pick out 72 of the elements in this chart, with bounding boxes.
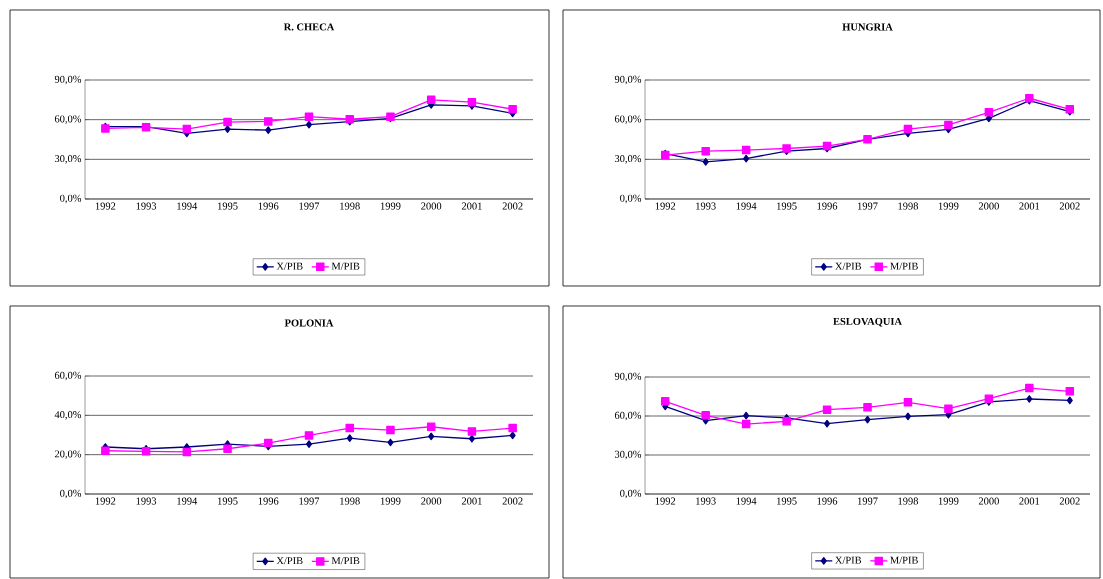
x-tick-label: 1996 [817,202,838,210]
x-tick-label: 1993 [696,497,716,505]
y-tick-label: 0,0% [620,194,642,204]
x-tick-label: 1993 [136,202,157,210]
x-tick-label: 1996 [258,202,279,210]
x-tick-label: 2000 [421,202,442,210]
x-tick-label: 2001 [1019,497,1040,505]
x-tick-label: 2001 [461,497,482,505]
y-tick-label: 30,0% [614,450,642,460]
legend-label: X/PIB [276,262,303,270]
y-tick-label: 90,0% [54,75,82,85]
x-tick-label: 1995 [777,497,797,505]
x-tick-label: 1993 [136,497,157,505]
chart-title: POLONIA [284,319,334,327]
x-tick-label: 1999 [938,497,959,505]
x-tick-label: 1992 [655,497,676,505]
x-tick-label: 1995 [218,497,238,505]
x-tick-label: 1994 [177,497,198,505]
x-tick-label: 1994 [177,202,198,210]
legend-label: M/PIB [331,557,360,565]
legend-label: M/PIB [890,556,918,564]
x-tick-label: 1992 [655,202,676,210]
legend-label: X/PIB [835,556,862,564]
legend-label: X/PIB [276,557,303,565]
x-tick-label: 1998 [898,202,919,210]
y-tick-label: 60,0% [54,371,82,381]
y-tick-label: 90,0% [614,372,642,382]
x-tick-label: 1993 [696,202,716,210]
y-tick-label: 90,0% [614,75,642,85]
x-tick-label: 2000 [978,497,999,505]
x-tick-label: 1997 [299,202,320,210]
x-tick-label: 1997 [857,497,878,505]
x-tick-label: 1999 [938,202,959,210]
x-tick-label: 1999 [380,202,401,210]
legend-label: M/PIB [331,262,360,270]
x-tick-label: 1998 [340,497,360,505]
x-tick-label: 2002 [1059,202,1080,210]
chart-title: R. CHECA [283,23,335,31]
x-tick-label: 1997 [299,497,320,505]
x-tick-label: 1997 [857,202,878,210]
y-tick-label: 0,0% [60,194,82,204]
y-tick-label: 0,0% [60,489,82,499]
y-tick-label: 30,0% [54,155,82,164]
x-tick-label: 1998 [898,497,919,505]
legend-label: M/PIB [890,262,918,270]
chart-title: ESLOVAQUIA [833,317,902,327]
y-tick-label: 0,0% [620,489,642,499]
x-tick-label: 2001 [461,202,482,210]
y-tick-label: 40,0% [54,411,82,420]
x-tick-label: 1995 [218,202,238,210]
x-tick-label: 2002 [502,497,523,505]
y-tick-label: 60,0% [54,115,82,124]
x-tick-label: 2000 [421,497,442,505]
chart-title: HUNGRIA [842,23,893,31]
x-tick-label: 1992 [95,202,116,210]
x-tick-label: 2000 [978,202,999,210]
x-tick-label: 1999 [380,497,401,505]
x-tick-label: 1995 [777,202,797,210]
y-tick-label: 30,0% [614,155,642,164]
x-tick-label: 1994 [736,202,757,210]
legend-label: X/PIB [835,262,862,270]
x-tick-label: 1996 [258,497,279,505]
x-tick-label: 2002 [1059,497,1080,505]
x-tick-label: 2002 [502,202,523,210]
y-tick-label: 60,0% [614,115,642,124]
x-tick-label: 1992 [95,497,116,505]
x-tick-label: 1996 [817,497,838,505]
x-tick-label: 2001 [1019,202,1040,210]
y-tick-label: 60,0% [614,411,642,421]
x-tick-label: 1998 [340,202,360,210]
y-tick-label: 20,0% [54,450,82,459]
x-tick-label: 1994 [736,497,757,505]
